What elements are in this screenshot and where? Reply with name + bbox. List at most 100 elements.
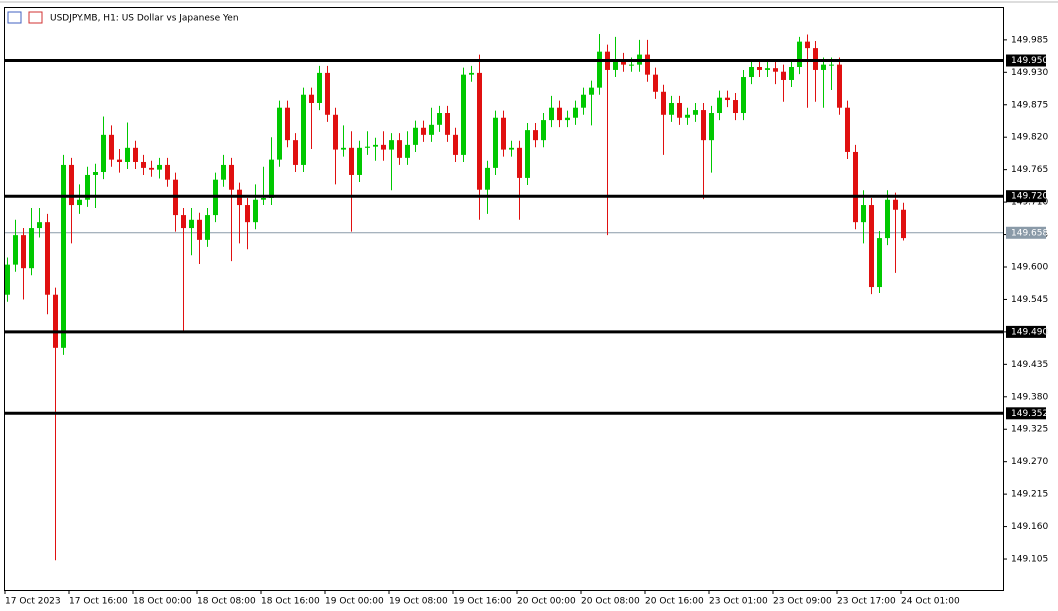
candle-body	[853, 151, 858, 223]
level-label-box	[1006, 325, 1046, 338]
chart-title: USDJPY.MB, H1: US Dollar vs Japanese Yen	[50, 14, 239, 24]
candle-body	[877, 238, 882, 288]
candle-body	[661, 91, 666, 115]
x-tick-label: 18 Oct 16:00	[261, 597, 320, 607]
candle-body	[325, 72, 330, 115]
candle-body	[157, 164, 162, 170]
candle-body	[261, 197, 266, 200]
candle-body	[629, 64, 634, 66]
candle-body	[149, 167, 154, 170]
candle-body	[85, 174, 90, 200]
level-label: 149.950	[1011, 56, 1048, 66]
candle-body	[541, 120, 546, 141]
y-tick-label: 149.820	[1011, 133, 1048, 143]
candle-body	[437, 113, 442, 125]
candle-body	[597, 51, 602, 88]
level-label-box	[1006, 54, 1046, 67]
candle-body	[221, 164, 226, 180]
candle-body	[253, 199, 258, 223]
candle-body	[181, 215, 186, 229]
candle-body	[5, 264, 10, 295]
candle-body	[669, 102, 674, 115]
price-label: 149.658	[1011, 228, 1048, 238]
candle-body	[861, 205, 866, 223]
x-tick-label: 17 Oct 16:00	[69, 597, 128, 607]
candle-body	[421, 127, 426, 135]
candle-body	[69, 164, 74, 206]
candle-body	[77, 199, 82, 206]
candle-body	[893, 199, 898, 210]
candle-body	[613, 59, 618, 70]
candle-body	[109, 134, 114, 160]
candle-body	[693, 110, 698, 115]
y-tick-label: 149.105	[1011, 555, 1048, 565]
candle-body	[133, 147, 138, 162]
candle-body	[277, 107, 282, 160]
candle-body	[245, 205, 250, 223]
candle-body	[757, 66, 762, 70]
candle-body	[381, 144, 386, 150]
candle-body	[573, 107, 578, 118]
candle-body	[125, 147, 130, 162]
candle-body	[205, 215, 210, 240]
candle-body	[805, 41, 810, 49]
candle-body	[269, 159, 274, 198]
candle-body	[301, 94, 306, 165]
candle-body	[765, 68, 770, 70]
candle-body	[653, 74, 658, 92]
level-label: 149.720	[1011, 192, 1048, 202]
x-tick-label: 20 Oct 08:00	[581, 597, 640, 607]
candle-body	[373, 144, 378, 147]
level-label-box	[1006, 407, 1046, 420]
level-label: 149.490	[1011, 327, 1048, 337]
candle-body	[189, 219, 194, 229]
y-tick-label: 149.765	[1011, 165, 1048, 175]
candle-body	[389, 140, 394, 150]
candle-body	[469, 72, 474, 75]
x-tick-label: 18 Oct 08:00	[197, 597, 256, 607]
candle-body	[309, 94, 314, 103]
candle-body	[453, 134, 458, 155]
y-tick-label: 149.435	[1011, 360, 1048, 370]
y-tick-label: 149.710	[1011, 198, 1048, 208]
y-tick-label: 149.545	[1011, 295, 1048, 305]
candle-body	[565, 117, 570, 121]
candle-body	[293, 140, 298, 165]
candle-body	[845, 107, 850, 152]
candle-body	[229, 164, 234, 190]
candle-body	[333, 114, 338, 150]
y-tick-label: 149.380	[1011, 392, 1048, 402]
candle-body	[709, 113, 714, 141]
candle-body	[365, 146, 370, 148]
candle-body	[357, 147, 362, 175]
candle-body	[533, 130, 538, 141]
candle-body	[197, 219, 202, 240]
candle-body	[781, 71, 786, 80]
y-tick-label: 149.985	[1011, 35, 1048, 45]
x-tick-label: 19 Oct 00:00	[325, 597, 384, 607]
icon	[28, 11, 43, 24]
candle-body	[741, 77, 746, 114]
candle-body	[677, 102, 682, 118]
y-tick-label: 149.160	[1011, 522, 1048, 532]
candle-body	[493, 117, 498, 168]
candle-body	[21, 235, 26, 269]
candle-body	[429, 124, 434, 135]
candle-body	[13, 235, 18, 265]
candle-body	[525, 130, 530, 178]
y-tick-label: 149.270	[1011, 457, 1048, 467]
candle-body	[717, 97, 722, 114]
candle-body	[901, 209, 906, 239]
candle-body	[733, 100, 738, 114]
candle-body	[29, 228, 34, 269]
candle-body	[45, 222, 50, 295]
level-label: 149.352	[1011, 409, 1048, 419]
candle-body	[557, 107, 562, 121]
candle-body	[405, 144, 410, 158]
candle-body	[869, 205, 874, 288]
y-tick-label: 149.215	[1011, 490, 1048, 500]
x-tick-label: 20 Oct 16:00	[645, 597, 704, 607]
candle-body	[93, 172, 98, 175]
